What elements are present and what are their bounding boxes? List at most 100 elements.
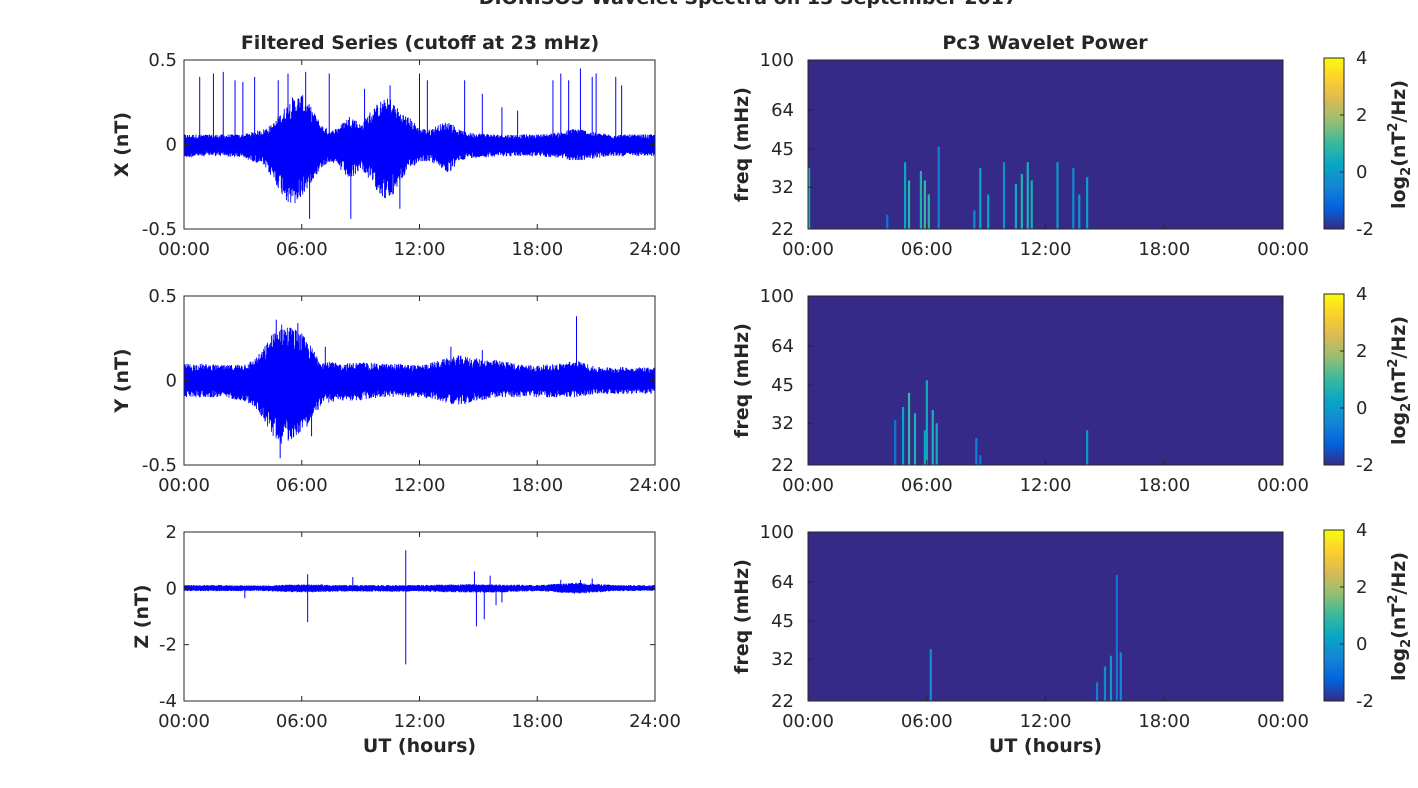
colorbar-label: log2(nT2/Hz) (1386, 552, 1414, 681)
power-streak (1115, 575, 1118, 701)
x-tick-label: 00:00 (782, 475, 834, 496)
y-tick-label: 45 (771, 611, 794, 632)
x-tick-label: 06:00 (901, 711, 953, 732)
x-tick-label: 06:00 (276, 239, 328, 260)
x-tick-label: 18:00 (511, 239, 563, 260)
y-tick-label: 32 (771, 177, 794, 198)
y-axis-label: Y (nT) (111, 348, 133, 413)
x-tick-label: 18:00 (511, 475, 563, 496)
power-streak (913, 413, 917, 465)
power-streak (1072, 167, 1075, 229)
power-streak (907, 392, 911, 465)
colorbar-tick-label: 0 (1356, 634, 1367, 655)
y-tick-label: 64 (771, 572, 794, 593)
signal-trace (184, 324, 655, 444)
power-streak (907, 180, 911, 229)
x-tick-label: 24:00 (629, 711, 681, 732)
x-tick-label: 06:00 (276, 475, 328, 496)
colorbar-tick-label: 2 (1356, 105, 1367, 126)
power-streak (1014, 183, 1018, 229)
y-tick-label: -0.5 (142, 455, 177, 476)
power-streak (973, 210, 976, 229)
colorbar-label: log2(nT2/Hz) (1386, 316, 1414, 445)
y-tick-label: 32 (771, 649, 794, 670)
x-axis-label: UT (hours) (363, 735, 476, 757)
x-tick-label: 00:00 (782, 711, 834, 732)
power-streak (927, 194, 930, 229)
power-streak (929, 649, 932, 701)
signal-trace (184, 582, 655, 594)
colorbar-tick-label: 0 (1356, 398, 1367, 419)
power-streak (1026, 162, 1029, 229)
series-panel-y: 0.5 0 -0.500:00 06:00 12:00 18:00 24:00 Y (nT) (111, 286, 681, 496)
power-streak (975, 438, 978, 465)
y-tick-label: 0 (166, 371, 177, 392)
x-tick-label: 18:00 (511, 711, 563, 732)
colorbar: 4 2 0 -2 log2(nT2/Hz) (1323, 520, 1414, 712)
power-streak (1030, 180, 1033, 229)
y-tick-label: 100 (760, 286, 794, 307)
power-streak (935, 423, 938, 465)
y-tick-label: 22 (771, 691, 794, 712)
panels: 0.50-0.500:00 06:00 12:00 18:00 24:00X (nT)0… (111, 48, 1414, 757)
x-tick-label: 06:00 (276, 711, 328, 732)
y-tick-label: 0 (166, 135, 177, 156)
power-streak (902, 406, 905, 465)
figure-suptitle: DIONISOS Wavelet Spectra on 13 September… (479, 0, 1017, 9)
x-tick-label: 12:00 (1020, 711, 1072, 732)
x-tick-label: 00:00 (158, 239, 210, 260)
series-panel-x: 0.5 0 -0.500:00 06:00 12:00 18:00 24:00 X (nT) (111, 50, 681, 260)
y-tick-label: 0.5 (148, 286, 177, 307)
colorbar-gradient (1323, 529, 1345, 702)
signal-trace (184, 95, 655, 204)
y-tick-label: 22 (771, 219, 794, 240)
y-tick-label: -0.5 (142, 219, 177, 240)
power-streak (886, 214, 889, 229)
power-streak (894, 419, 897, 465)
x-tick-label: 24:00 (629, 475, 681, 496)
y-axis-label: freq (mHz) (731, 559, 753, 674)
x-tick-label: 12:00 (394, 239, 446, 260)
series-panel-z: 2 0 -2 -400:00 06:00 12:00 18:00 24:00 Z (nT) UT … (131, 522, 681, 757)
power-streak (1109, 655, 1113, 701)
power-streak (919, 170, 923, 229)
y-tick-label: 100 (760, 50, 794, 71)
x-tick-label: 00:00 (1257, 239, 1309, 260)
y-axis-label: Z (nT) (131, 584, 153, 648)
x-tick-label: 12:00 (1020, 475, 1072, 496)
colorbar-tick-label: 2 (1356, 341, 1367, 362)
colorbar-label: log2(nT2/Hz) (1386, 80, 1414, 209)
colorbar-tick-label: -2 (1356, 455, 1374, 476)
power-streak (923, 180, 926, 229)
y-axis-label: X (nT) (111, 112, 133, 177)
colorbar-tick-label: 0 (1356, 162, 1367, 183)
colorbar-gradient (1323, 293, 1345, 466)
colorbar-tick-label: 4 (1356, 520, 1367, 541)
x-tick-label: 00:00 (158, 711, 210, 732)
y-tick-label: 100 (760, 522, 794, 543)
power-streak (1078, 194, 1081, 229)
colorbar-tick-label: -2 (1356, 691, 1374, 712)
power-streak (1119, 652, 1122, 701)
power-streak (979, 167, 982, 229)
power-streak (931, 410, 934, 465)
x-tick-label: 18:00 (1138, 239, 1190, 260)
y-axis-label: freq (mHz) (731, 87, 753, 202)
x-axis-label: UT (hours) (989, 735, 1102, 757)
colorbar: 4 2 0 -2 log2(nT2/Hz) (1323, 284, 1414, 476)
x-tick-label: 12:00 (394, 711, 446, 732)
power-streak (1086, 177, 1089, 229)
x-tick-label: 06:00 (901, 475, 953, 496)
x-tick-label: 00:00 (782, 239, 834, 260)
y-tick-label: 0 (166, 578, 177, 599)
power-streak (937, 146, 940, 229)
y-tick-label: 64 (771, 100, 794, 121)
axes-box (183, 531, 656, 702)
x-tick-label: 12:00 (394, 475, 446, 496)
y-tick-label: 32 (771, 413, 794, 434)
power-streak (1103, 666, 1107, 701)
